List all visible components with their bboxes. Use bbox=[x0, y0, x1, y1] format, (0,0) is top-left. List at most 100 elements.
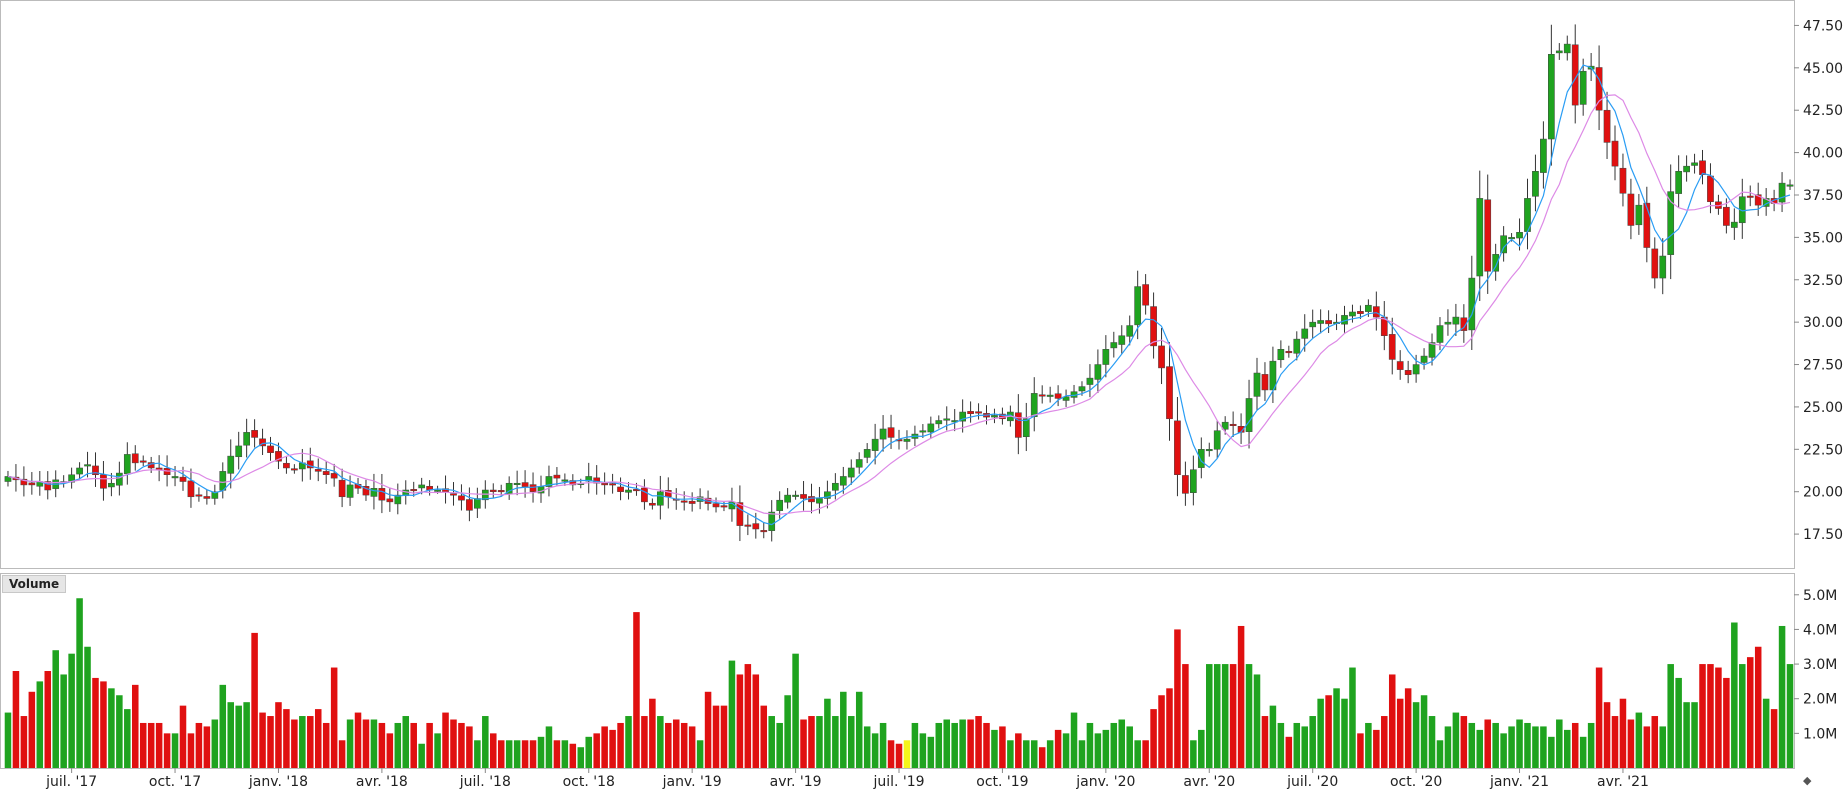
candle-body bbox=[601, 482, 608, 486]
volume-bar bbox=[92, 677, 99, 768]
volume-bar bbox=[601, 726, 608, 768]
volume-bar bbox=[497, 740, 505, 768]
volume-bar bbox=[672, 719, 680, 768]
candle-body bbox=[235, 445, 243, 458]
candle-body bbox=[179, 476, 187, 482]
volume-bar bbox=[1237, 625, 1245, 768]
candle-body bbox=[1293, 338, 1301, 354]
candle-body bbox=[1619, 167, 1627, 194]
candle-body bbox=[617, 486, 624, 492]
volume-bar bbox=[1571, 722, 1579, 768]
x-tick-label: avr. '19 bbox=[770, 774, 822, 790]
volume-bar bbox=[784, 695, 791, 768]
candle-body bbox=[824, 491, 831, 499]
candle-body bbox=[203, 496, 211, 499]
x-tick-label: janv. '20 bbox=[1075, 774, 1135, 790]
volume-bar bbox=[1428, 716, 1436, 768]
volume-bar bbox=[195, 722, 203, 768]
candle-body bbox=[585, 476, 593, 482]
candle-body bbox=[1261, 374, 1269, 391]
candle-body bbox=[497, 490, 505, 493]
volume-bar bbox=[434, 733, 441, 768]
volume-bar bbox=[1500, 733, 1507, 768]
x-tick-label: janv. '19 bbox=[662, 774, 722, 790]
volume-bar bbox=[219, 684, 227, 768]
candle-body bbox=[712, 503, 720, 508]
candle-body bbox=[760, 530, 768, 533]
volume-bar bbox=[291, 719, 298, 768]
volume-bar bbox=[1746, 657, 1754, 768]
candle-body bbox=[1030, 393, 1038, 418]
volume-bar bbox=[418, 743, 425, 768]
volume-bar bbox=[1221, 664, 1229, 768]
volume-bar bbox=[330, 667, 338, 768]
volume-bar bbox=[1739, 664, 1746, 768]
volume-bar bbox=[1587, 722, 1595, 768]
volume-bar bbox=[132, 684, 139, 768]
volume-bar bbox=[1635, 712, 1643, 768]
x-tick-label: janv. '21 bbox=[1489, 774, 1549, 790]
candle-body bbox=[1548, 54, 1555, 140]
volume-bar bbox=[665, 722, 672, 768]
candle-body bbox=[219, 471, 227, 491]
volume-bar bbox=[1198, 729, 1205, 768]
candle-body bbox=[1635, 204, 1643, 226]
candle-body bbox=[1571, 44, 1579, 106]
volume-bar bbox=[1038, 747, 1046, 768]
volume-bar bbox=[975, 716, 982, 768]
volume-bar bbox=[12, 671, 20, 768]
volume-bar bbox=[1062, 733, 1070, 768]
candle-body bbox=[1476, 198, 1484, 277]
volume-bar bbox=[1007, 740, 1014, 768]
volume-bar bbox=[1325, 695, 1332, 768]
volume-bar bbox=[1786, 664, 1794, 768]
volume-bar bbox=[688, 726, 696, 768]
candle-body bbox=[28, 482, 36, 486]
volume-bar bbox=[426, 722, 433, 768]
candle-body bbox=[1595, 67, 1603, 111]
candle-body bbox=[1086, 377, 1094, 385]
candle-body bbox=[1468, 277, 1476, 331]
candle-body bbox=[92, 465, 99, 475]
volume-bar bbox=[1309, 716, 1316, 768]
volume-bar bbox=[1452, 712, 1460, 768]
volume-bar bbox=[1150, 709, 1157, 768]
candle-body bbox=[1182, 475, 1189, 494]
volume-bar bbox=[155, 722, 163, 768]
x-tick-label: juil. '19 bbox=[872, 774, 924, 790]
volume-bar bbox=[450, 719, 457, 768]
candle-body bbox=[1651, 248, 1659, 279]
candle-body bbox=[1412, 364, 1420, 375]
price-tick-label: 37.50 bbox=[1803, 188, 1843, 204]
candle-body bbox=[863, 449, 871, 458]
volume-bar bbox=[1468, 722, 1476, 768]
candle-body bbox=[1372, 306, 1380, 318]
volume-bar bbox=[203, 726, 211, 768]
volume-bar bbox=[100, 681, 107, 768]
volume-bar bbox=[139, 722, 147, 768]
volume-bar bbox=[776, 722, 783, 768]
volume-bar bbox=[1396, 698, 1404, 768]
diamond-icon[interactable]: ◆ bbox=[1803, 774, 1812, 787]
volume-bar bbox=[1190, 740, 1197, 768]
volume-bar bbox=[370, 719, 378, 768]
candle-body bbox=[1778, 182, 1786, 203]
candle-body bbox=[418, 484, 426, 489]
volume-bar bbox=[251, 632, 258, 768]
volume-bar bbox=[1460, 716, 1468, 768]
volume-bar bbox=[1349, 667, 1356, 768]
volume-bar bbox=[1317, 698, 1324, 768]
volume-bar bbox=[466, 726, 473, 768]
candle-body bbox=[1158, 345, 1165, 369]
candle-body bbox=[1603, 109, 1611, 143]
volume-bar bbox=[824, 698, 831, 768]
price-tick-label: 45.00 bbox=[1803, 61, 1843, 77]
volume-bar bbox=[1023, 740, 1030, 768]
volume-bar bbox=[1420, 695, 1428, 768]
candle-body bbox=[680, 500, 688, 503]
volume-bar bbox=[983, 722, 990, 768]
volume-bar bbox=[116, 695, 123, 768]
volume-bar bbox=[299, 716, 306, 768]
volume-bar bbox=[458, 722, 465, 768]
volume-bar bbox=[1492, 722, 1499, 768]
